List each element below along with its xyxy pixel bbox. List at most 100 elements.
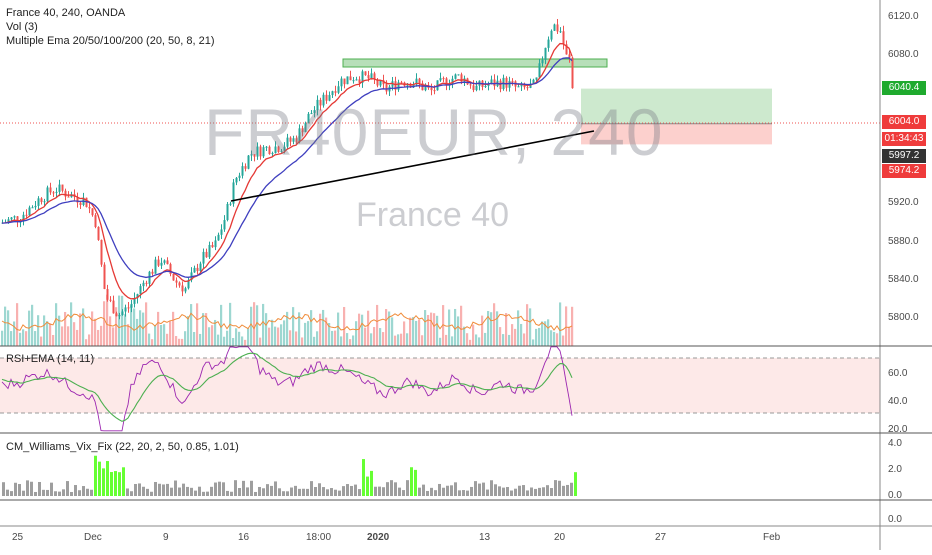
volume-bar xyxy=(103,301,106,346)
volume-bar xyxy=(247,328,250,346)
rsi-tick: 60.0 xyxy=(888,368,908,379)
vix-bar xyxy=(446,485,449,496)
volume-bar xyxy=(31,304,34,346)
vix-bar xyxy=(174,480,177,496)
rsi-ema-line xyxy=(1,352,573,422)
candle-body xyxy=(415,78,418,85)
volume-bar xyxy=(19,332,22,346)
volume-bar xyxy=(469,339,472,346)
volume-bar xyxy=(205,313,208,346)
vix-bar xyxy=(438,483,441,496)
candle-body xyxy=(307,113,310,124)
volume-bar xyxy=(274,326,277,346)
vix-bar xyxy=(490,480,493,496)
candle-body xyxy=(355,79,358,81)
candle-body xyxy=(565,44,568,55)
time-axis[interactable]: 25 Dec 9 16 18:00 2020 13 20 27 Feb xyxy=(12,532,781,543)
candle-body xyxy=(385,84,388,92)
volume-bar xyxy=(52,334,55,346)
vix-bar xyxy=(106,461,109,496)
candle-body xyxy=(139,286,142,295)
volume-bar xyxy=(178,338,181,346)
vix-bar xyxy=(302,488,305,496)
volume-bar xyxy=(133,308,136,346)
vix-bar xyxy=(402,490,405,496)
volume-bar xyxy=(514,328,517,346)
vix-bar xyxy=(178,487,181,496)
candle-body xyxy=(259,146,262,157)
volume-bar xyxy=(70,302,73,346)
trade-zones[interactable] xyxy=(342,58,772,145)
vix-bar xyxy=(226,490,229,496)
vix-bar xyxy=(62,489,65,496)
volume-bar xyxy=(73,322,76,346)
volume-bar xyxy=(448,309,451,346)
volume-bar xyxy=(58,315,61,346)
volume-bar xyxy=(130,305,133,346)
volume-bar xyxy=(10,331,13,346)
candle-body xyxy=(43,201,46,203)
candle-body xyxy=(445,78,448,86)
candle-body xyxy=(454,74,457,79)
candle-body xyxy=(430,87,433,91)
volume-bar xyxy=(475,334,478,346)
vix-fix-pane xyxy=(2,455,577,496)
candle-body xyxy=(136,294,139,299)
vix-bar xyxy=(362,459,365,496)
vix-bar xyxy=(194,490,197,496)
volume-bar xyxy=(412,317,415,346)
candle-body xyxy=(121,311,124,316)
volume-bar xyxy=(43,315,46,346)
candle-body xyxy=(34,205,37,208)
volume-bar xyxy=(439,337,442,346)
volume-bar xyxy=(400,333,403,346)
vix-bar xyxy=(338,490,341,496)
candle-body xyxy=(58,184,61,192)
volume-bar xyxy=(547,319,550,346)
rsi-line xyxy=(1,346,573,432)
volume-bar xyxy=(283,320,286,346)
volume-bar xyxy=(349,339,352,346)
vix-bar xyxy=(50,482,53,496)
volume-bar xyxy=(502,334,505,346)
volume-bar xyxy=(505,313,508,346)
drawings[interactable] xyxy=(0,122,882,202)
vix-bar xyxy=(158,483,161,496)
volume-bar xyxy=(37,315,40,346)
candle-body xyxy=(505,77,508,88)
vix-bar xyxy=(498,486,501,496)
vix-bar xyxy=(230,491,233,496)
vix-bar xyxy=(274,481,277,496)
volume-bar xyxy=(379,328,382,346)
candle-body xyxy=(298,128,301,143)
candle-body xyxy=(547,39,550,48)
volume-bar xyxy=(481,315,484,346)
volume-bar xyxy=(391,317,394,346)
candle-body xyxy=(256,146,259,157)
rsi-legend[interactable]: RSI+EMA (14, 11) xyxy=(6,353,95,365)
candle-body xyxy=(154,259,157,274)
candle-body xyxy=(46,187,49,202)
price-tick: 5920.0 xyxy=(888,197,919,208)
vix-bar xyxy=(130,491,133,496)
candle-body xyxy=(487,83,490,86)
volume-legend[interactable]: Vol (3) xyxy=(6,21,38,33)
chart-title[interactable]: France 40, 240, OANDA xyxy=(6,7,126,19)
ema-legend[interactable]: Multiple Ema 20/50/100/200 (20, 50, 8, 2… xyxy=(6,35,215,47)
candle-body xyxy=(16,216,19,222)
candle-body xyxy=(535,77,538,80)
candle-body xyxy=(424,86,427,91)
volume-bar xyxy=(157,311,160,346)
vix-bar xyxy=(290,487,293,496)
candle-body xyxy=(268,146,271,155)
vix-bar xyxy=(46,489,49,496)
candle-body xyxy=(433,90,436,92)
volume-bar xyxy=(520,323,523,346)
time-label: 27 xyxy=(655,532,667,543)
profit-zone xyxy=(581,88,772,124)
candle-body xyxy=(484,85,487,87)
volume-bar xyxy=(361,314,364,346)
vix-legend[interactable]: CM_Williams_Vix_Fix (22, 20, 2, 50, 0.85… xyxy=(6,441,239,453)
